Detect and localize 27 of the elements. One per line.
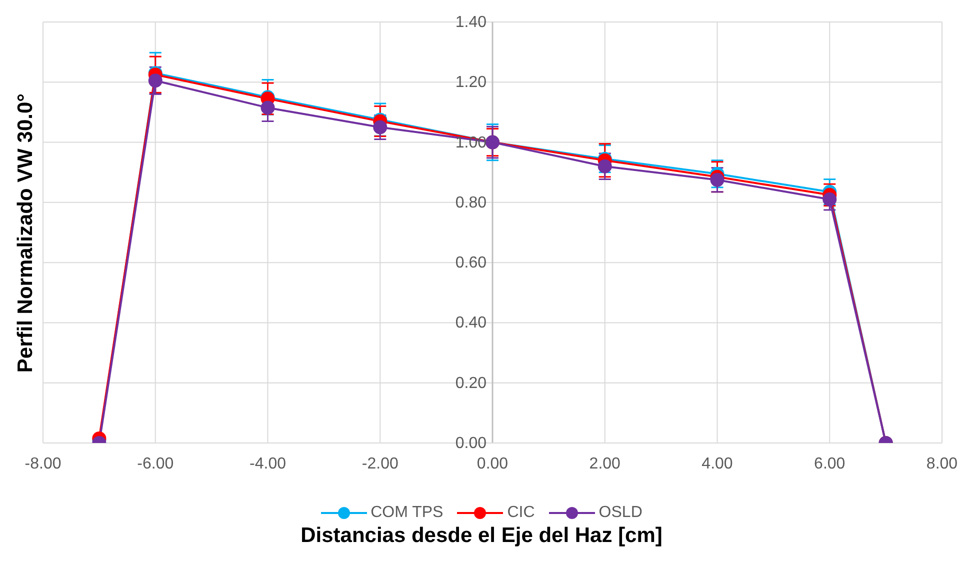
x-tick-label: 6.00 [814,455,846,472]
point [598,159,612,174]
x-axis-title: Distancias desde el Eje del Haz [cm] [300,524,664,548]
point [822,192,837,206]
x-tick-label: 4.00 [702,455,733,472]
y-tick-label: 0.80 [455,194,487,212]
x-tick-label: -4.00 [250,455,286,472]
x-tick-label: 0.00 [476,455,508,472]
x-tick-label: -6.00 [137,455,174,472]
y-tick-label: 0.20 [455,374,487,392]
legend-label: COM TPS [370,504,444,522]
x-tick-label: 8.00 [926,455,958,472]
y-axis-title: Perfil Normalizado VW 30.0° [14,92,38,372]
y-tick-label: 0.60 [455,254,487,272]
x-tick-label: -2.00 [362,455,398,472]
y-tick-label: 1.20 [455,74,487,92]
x-tick-label: -8.00 [24,455,62,472]
y-tick-label: 0.40 [455,314,487,332]
legend-label: CIC [506,504,535,522]
y-tick-label: 1.40 [455,14,487,31]
legend-label: OSLD [598,504,642,522]
point [373,120,388,134]
y-tick-label: 0.00 [455,435,487,452]
x-tick-label: 2.00 [589,455,621,472]
point [710,172,724,187]
point [148,74,162,88]
point [260,100,275,115]
